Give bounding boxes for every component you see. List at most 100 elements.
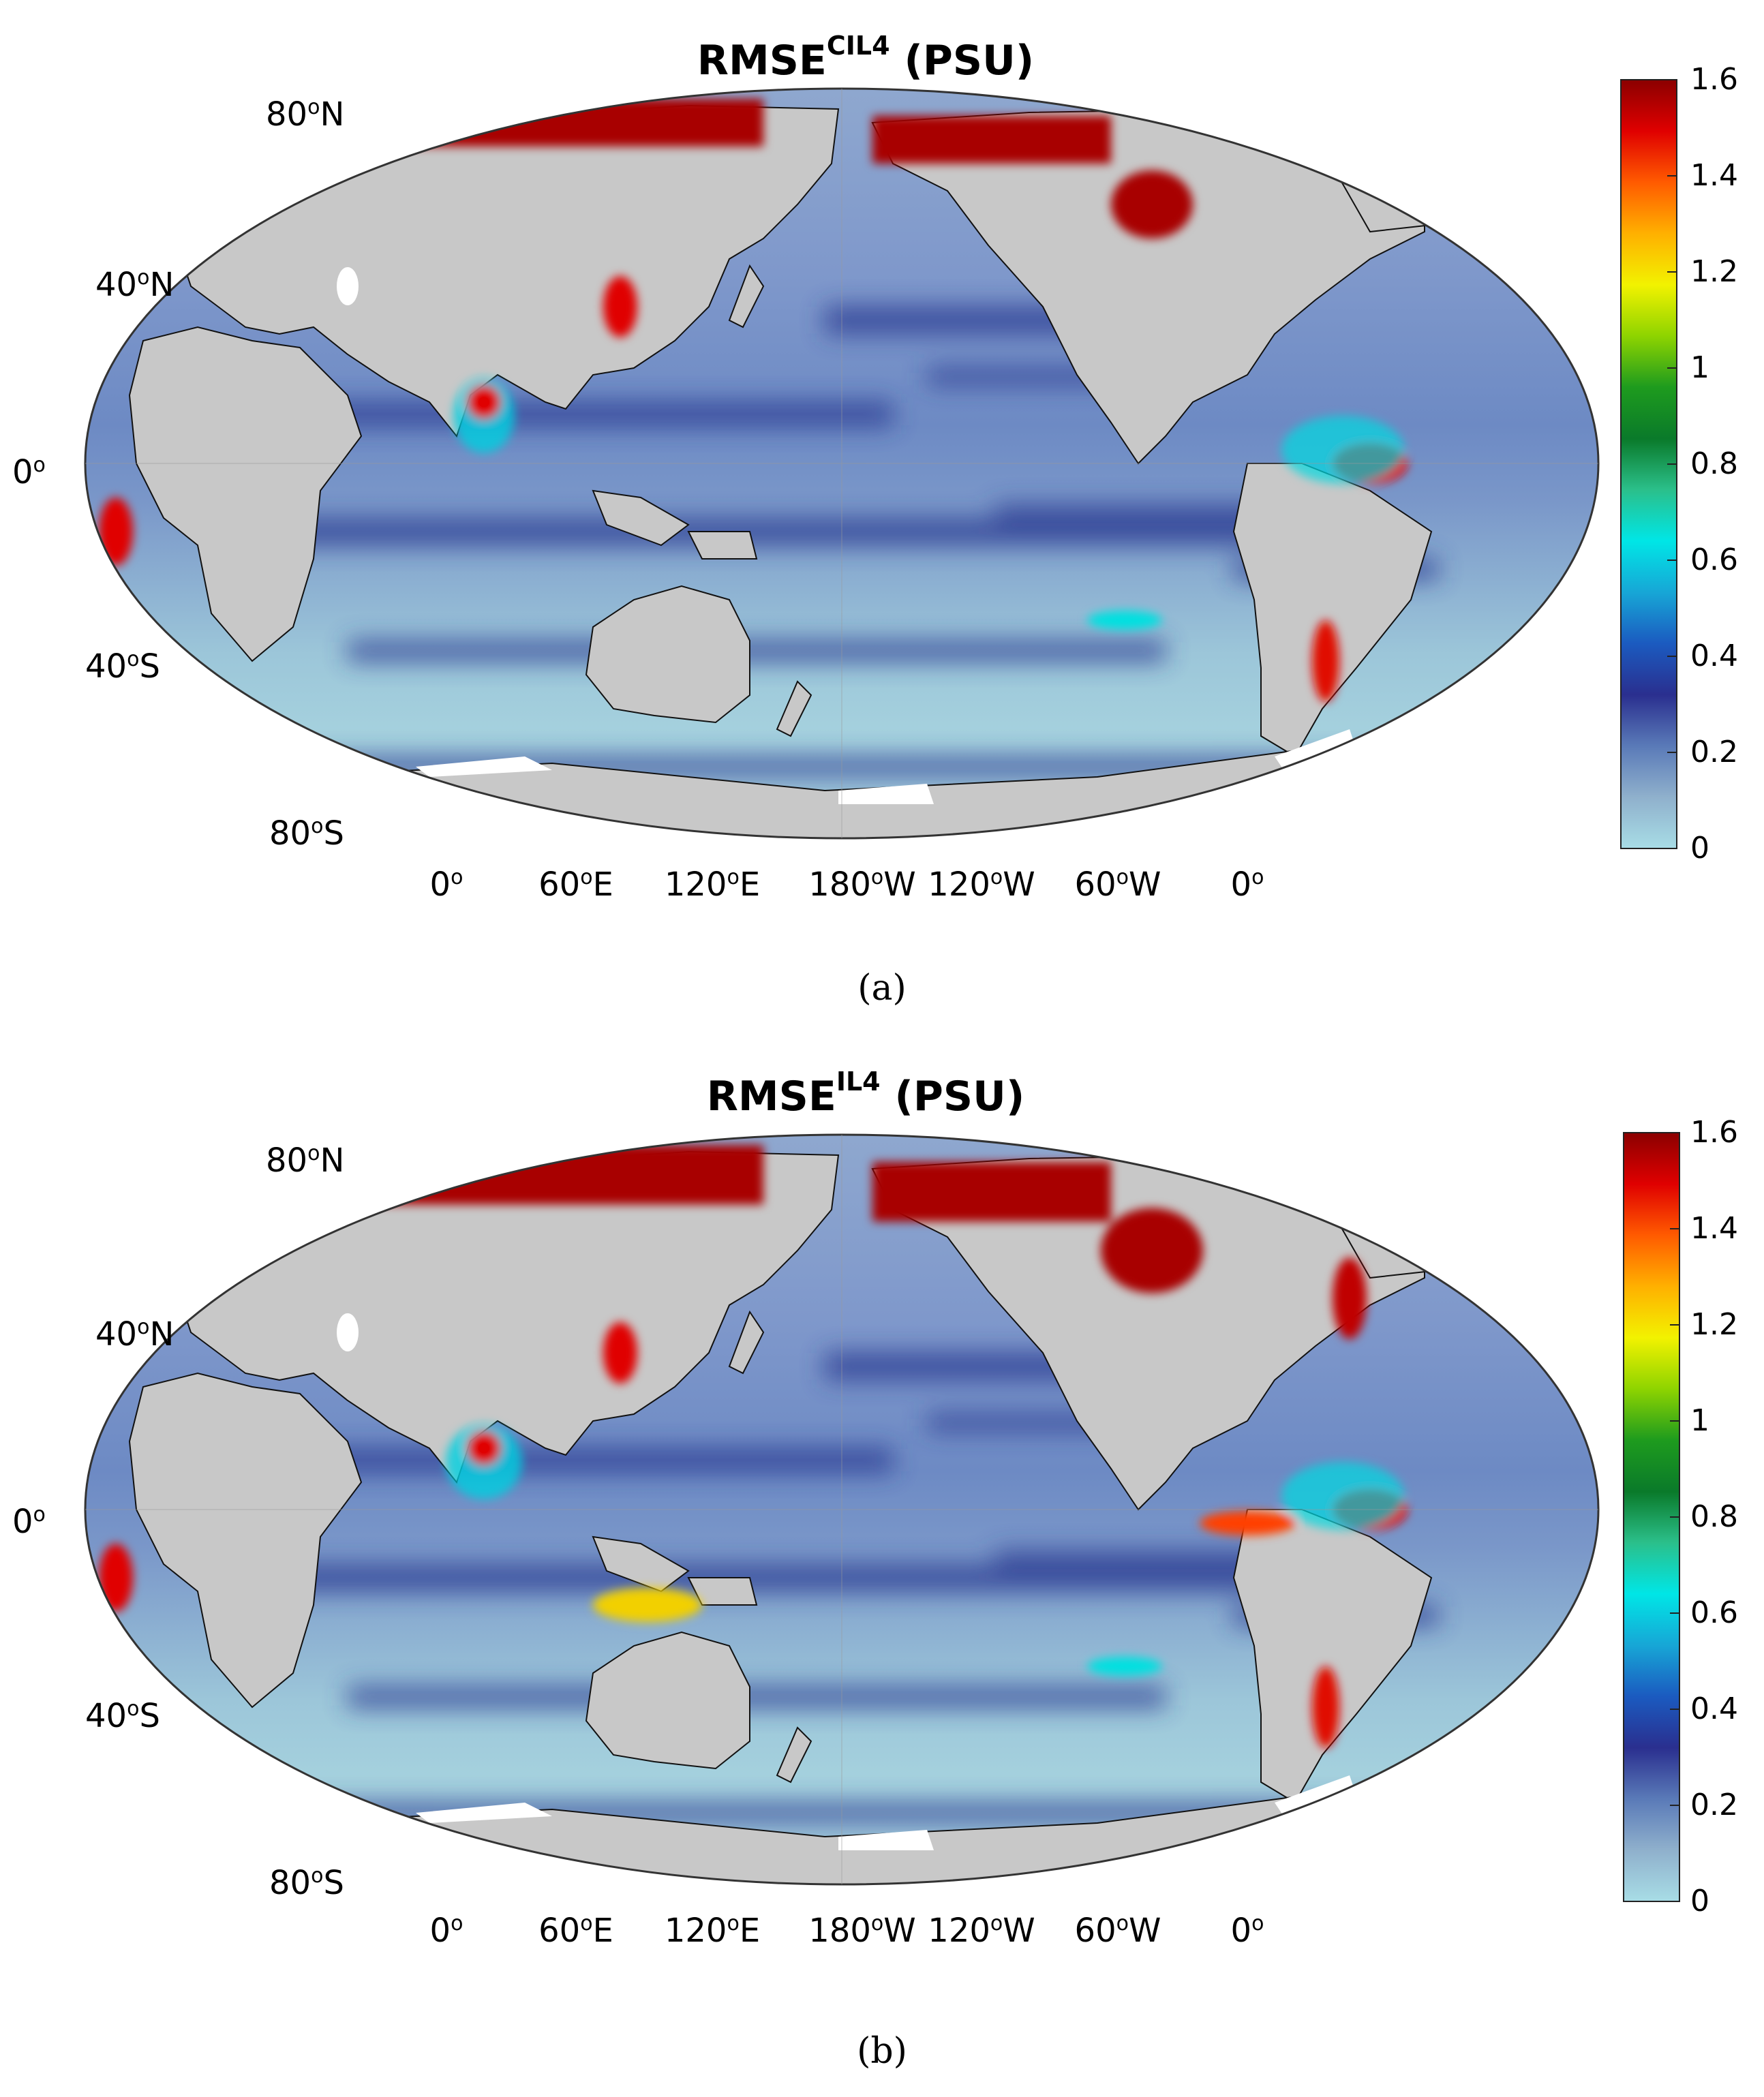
yellow-sea-hotspot <box>603 1322 637 1383</box>
world-map <box>84 1133 1600 1886</box>
ice-shelf <box>838 1830 934 1850</box>
error-band <box>279 1448 893 1472</box>
lon-label-0-left: 0o <box>429 866 463 904</box>
lon-label-0-right: 0o <box>1230 866 1264 904</box>
central-america-hotspot <box>1200 1511 1295 1535</box>
lat-label-40s: 40oS <box>85 647 160 686</box>
japan-landmass <box>728 1310 765 1375</box>
colorbar-tick-label: 1.6 <box>1690 1115 1738 1150</box>
amazon-plume-halo <box>1281 416 1404 484</box>
lat-label-80n: 80oN <box>266 95 345 134</box>
error-band <box>348 1687 1166 1707</box>
ice-shelf <box>416 756 552 777</box>
colorbar-tick-label: 0.4 <box>1690 1692 1738 1726</box>
africa-landmass <box>128 326 363 662</box>
error-band <box>279 402 893 426</box>
colorbar <box>1620 79 1677 849</box>
graticule <box>85 1135 1598 1884</box>
map-title: RMSECIL4 (PSU) <box>697 31 1035 85</box>
colorbar <box>1623 1132 1680 1902</box>
south-america-landmass <box>1232 463 1433 758</box>
colorbar-tick-label: 0.8 <box>1690 1499 1738 1534</box>
lat-label-0: 0o <box>12 1503 46 1541</box>
australia-landmass <box>585 1631 750 1770</box>
bay-of-bengal-core <box>467 1431 501 1465</box>
lat-label-40s: 40oS <box>85 1697 160 1735</box>
lon-label-120e: 120oE <box>664 1912 761 1950</box>
bay-of-bengal-core <box>467 385 501 419</box>
congo-plume-hotspot <box>99 1544 133 1612</box>
colorbar-tick-label: 1.2 <box>1690 254 1738 289</box>
colorbar-tick-label: 0.2 <box>1690 1788 1738 1822</box>
south-pacific-patch <box>1087 611 1162 630</box>
panel-a: RMSECIL4 (PSU) 80oN 40oN 0o 40oS 80oS 0o… <box>0 0 1764 1022</box>
indonesia-landmass <box>592 1535 690 1593</box>
colorbar-tick-label: 0 <box>1690 1884 1709 1918</box>
arctic-hotspot <box>872 116 1111 164</box>
lon-label-60e: 60oE <box>538 866 613 904</box>
ice-shelf <box>838 784 934 804</box>
lon-label-0-right: 0o <box>1230 1912 1264 1950</box>
map-title: RMSEIL4 (PSU) <box>706 1067 1025 1120</box>
hudson-bay-hotspot <box>1111 170 1193 239</box>
us-east-coast-hotspot <box>1333 1257 1367 1339</box>
caspian-sea <box>337 1313 359 1351</box>
congo-plume-hotspot <box>99 498 133 566</box>
hudson-bay-hotspot <box>1101 1208 1203 1294</box>
world-map <box>84 87 1600 840</box>
lat-label-80n: 80oN <box>266 1142 345 1180</box>
colorbar-tick-label: 1.6 <box>1690 62 1738 97</box>
lon-label-60e: 60oE <box>538 1912 613 1950</box>
new-guinea-landmass <box>687 1577 758 1606</box>
yellow-sea-hotspot <box>603 276 637 337</box>
panel-caption: (b) <box>857 2031 907 2072</box>
colorbar-tick-label: 0.6 <box>1690 542 1738 577</box>
colorbar-tick-label: 1.2 <box>1690 1307 1738 1342</box>
arctic-hotspot <box>872 1162 1111 1222</box>
new-zealand-landmass <box>776 1726 812 1784</box>
colorbar-tick-label: 0.4 <box>1690 639 1738 673</box>
lat-label-80s: 80oS <box>269 814 344 853</box>
lat-label-80s: 80oS <box>269 1864 344 1902</box>
graticule <box>85 89 1598 838</box>
colorbar-tick-label: 0.2 <box>1690 735 1738 769</box>
colorbar-tick-label: 1 <box>1690 1403 1709 1438</box>
lon-label-180w: 180oW <box>808 866 916 904</box>
indonesian-seas-hotspot <box>593 1588 702 1622</box>
lon-label-120e: 120oE <box>664 866 761 904</box>
lon-label-0-left: 0o <box>429 1912 463 1950</box>
high-error-regions <box>99 99 1408 702</box>
colorbar-tick-label: 0.8 <box>1690 446 1738 481</box>
arctic-hotspot <box>382 1145 763 1205</box>
africa-landmass <box>128 1372 363 1709</box>
arctic-hotspot <box>382 99 763 147</box>
caspian-sea <box>337 267 359 305</box>
panel-caption: (a) <box>857 968 907 1009</box>
lat-label-0: 0o <box>12 453 46 491</box>
japan-landmass <box>728 264 765 328</box>
new-guinea-landmass <box>687 531 758 560</box>
panel-b: RMSEIL4 (PSU) 80oN 40oN 0o 40oS 80oS 0o … <box>0 1050 1764 2097</box>
lon-label-120w: 120oW <box>928 1912 1035 1950</box>
ice-shelf <box>416 1803 552 1823</box>
new-zealand-landmass <box>776 680 812 737</box>
rio-de-la-plata-hotspot <box>1312 620 1339 702</box>
south-america-landmass <box>1232 1509 1433 1804</box>
australia-landmass <box>585 585 750 724</box>
indonesia-landmass <box>592 489 690 547</box>
amazon-plume-halo <box>1281 1462 1404 1530</box>
error-band <box>348 641 1166 661</box>
lon-label-60w: 60oW <box>1074 1912 1161 1950</box>
south-pacific-patch <box>1087 1657 1162 1676</box>
colorbar-tick-label: 1.4 <box>1690 1211 1738 1246</box>
lat-label-40n: 40oN <box>95 1315 174 1353</box>
colorbar-tick-label: 1.4 <box>1690 158 1738 193</box>
colorbar-tick-label: 0 <box>1690 831 1709 866</box>
lat-label-40n: 40oN <box>95 266 174 304</box>
lon-label-120w: 120oW <box>928 866 1035 904</box>
colorbar-tick-label: 1 <box>1690 350 1709 385</box>
lon-label-180w: 180oW <box>808 1912 916 1950</box>
ocean-error-bands <box>211 307 1438 777</box>
rio-de-la-plata-hotspot <box>1312 1666 1339 1748</box>
colorbar-tick-label: 0.6 <box>1690 1595 1738 1630</box>
